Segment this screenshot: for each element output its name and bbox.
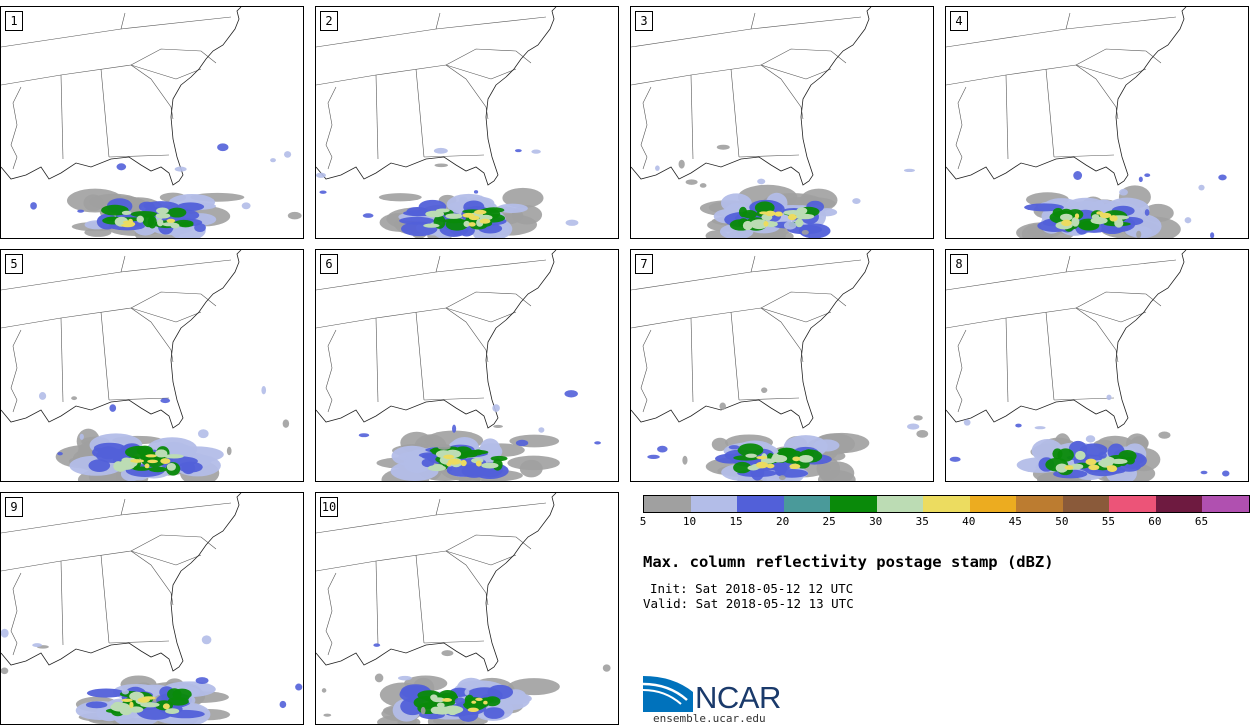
member-number-label: 7 xyxy=(635,254,653,274)
member-number-label: 8 xyxy=(950,254,968,274)
colorbar-tick-label: 20 xyxy=(775,515,790,528)
member-number-label: 10 xyxy=(320,497,338,517)
map-canvas xyxy=(316,493,611,724)
map-canvas xyxy=(316,7,579,238)
reflectivity-colorbar xyxy=(643,495,1250,513)
map-canvas xyxy=(631,7,916,238)
ensemble-member-panel-1: 1 xyxy=(0,6,304,239)
colorbar-segment xyxy=(1202,496,1249,512)
colorbar-segment xyxy=(876,496,924,512)
ensemble-member-panel-3: 3 xyxy=(630,6,934,239)
colorbar-segment xyxy=(690,496,738,512)
valid-time: Valid: Sat 2018-05-12 13 UTC xyxy=(643,596,854,611)
colorbar-segment xyxy=(923,496,970,512)
member-number-label: 6 xyxy=(320,254,338,274)
logo-text: NCAR xyxy=(695,680,781,715)
colorbar-tick-label: 55 xyxy=(1101,515,1115,528)
figure-title: Max. column reflectivity postage stamp (… xyxy=(643,553,1054,571)
map-canvas xyxy=(631,250,929,481)
colorbar-segment xyxy=(783,496,831,512)
colorbar-segment xyxy=(1155,496,1203,512)
ensemble-member-panel-6: 6 xyxy=(315,249,619,482)
ensemble-member-panel-5: 5 xyxy=(0,249,304,482)
member-number-label: 4 xyxy=(950,11,968,31)
map-canvas xyxy=(1,7,302,238)
colorbar-segment xyxy=(1109,496,1156,512)
colorbar-segment xyxy=(644,496,691,512)
colorbar-tick-label: 60 xyxy=(1148,515,1162,528)
map-canvas xyxy=(946,250,1230,481)
map-canvas xyxy=(1,250,290,481)
ensemble-member-panel-8: 8 xyxy=(945,249,1249,482)
colorbar-tick-labels: 5 10 15 20 25 30 35 40 45 50 55 60 65 xyxy=(639,515,1248,529)
colorbar-segment xyxy=(969,496,1017,512)
member-number-label: 9 xyxy=(5,497,23,517)
colorbar-segment xyxy=(737,496,784,512)
logo-url: ensemble.ucar.edu xyxy=(653,712,766,725)
colorbar-segment xyxy=(1016,496,1063,512)
ncar-logo-icon xyxy=(643,676,693,712)
ensemble-member-panel-4: 4 xyxy=(945,6,1249,239)
map-canvas xyxy=(946,7,1227,238)
member-number-label: 1 xyxy=(5,11,23,31)
colorbar-tick-label: 50 xyxy=(1055,515,1069,528)
ensemble-member-panel-10: 10 xyxy=(315,492,619,725)
colorbar-segment xyxy=(1062,496,1110,512)
map-canvas xyxy=(316,250,601,481)
colorbar-tick-label: 5 xyxy=(639,515,647,528)
colorbar-tick-label: 65 xyxy=(1194,515,1209,528)
member-number-label: 2 xyxy=(320,11,338,31)
ensemble-member-panel-9: 9 xyxy=(0,492,304,725)
ensemble-member-panel-2: 2 xyxy=(315,6,619,239)
colorbar-tick-label: 10 xyxy=(682,515,697,528)
ensemble-member-panel-7: 7 xyxy=(630,249,934,482)
colorbar-tick-label: 15 xyxy=(729,515,743,528)
colorbar-tick-label: 40 xyxy=(962,515,976,528)
map-canvas xyxy=(1,493,303,724)
colorbar-tick-label: 45 xyxy=(1008,515,1022,528)
colorbar-tick-label: 30 xyxy=(869,515,883,528)
colorbar-segment xyxy=(830,496,877,512)
member-number-label: 3 xyxy=(635,11,653,31)
colorbar-tick-label: 25 xyxy=(822,515,836,528)
init-time: Init: Sat 2018-05-12 12 UTC xyxy=(650,581,854,596)
member-number-label: 5 xyxy=(5,254,23,274)
colorbar-tick-label: 35 xyxy=(915,515,929,528)
